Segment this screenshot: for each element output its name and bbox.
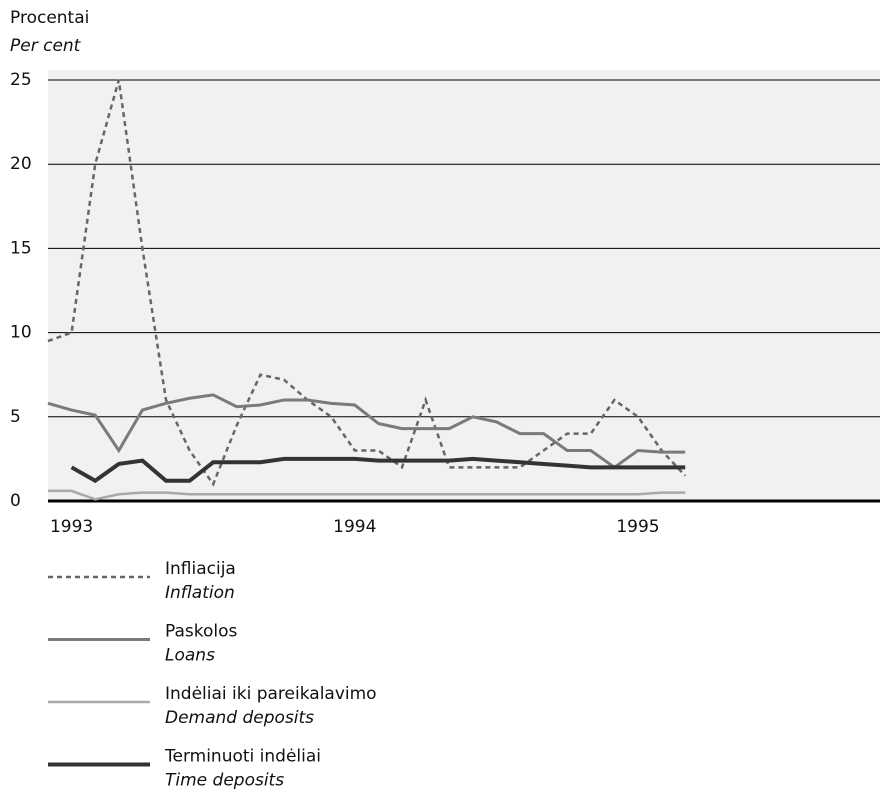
legend-label: Paskolos [165, 622, 238, 642]
legend-label: Infliacija [165, 559, 236, 579]
series-line [70, 456, 686, 484]
x-tick-label: 1994 [333, 517, 376, 537]
y-tick-label: 0 [10, 491, 21, 511]
y-tick-label: 20 [10, 154, 32, 174]
legend-label-en: Demand deposits [165, 708, 314, 728]
x-tick-label: 1993 [50, 517, 93, 537]
y-tick-label: 15 [10, 238, 32, 258]
series-line [48, 489, 686, 501]
legend-label-en: Inflation [165, 583, 235, 603]
legend-label: Terminuoti indėliai [164, 747, 321, 767]
plot-background [48, 70, 880, 501]
y-tick-label: 10 [10, 323, 32, 343]
legend-label-en: Loans [165, 646, 215, 666]
series-line [47, 393, 686, 470]
y-axis-title-en: Per cent [10, 36, 82, 56]
legend-label-en: Time deposits [165, 771, 284, 791]
legend-label: Indėliai iki pareikalavimo [165, 684, 377, 704]
x-tick-label: 1995 [616, 517, 659, 537]
y-tick-label: 5 [10, 407, 21, 427]
y-axis-title: Procentai [10, 8, 89, 28]
y-tick-label: 25 [10, 70, 32, 90]
